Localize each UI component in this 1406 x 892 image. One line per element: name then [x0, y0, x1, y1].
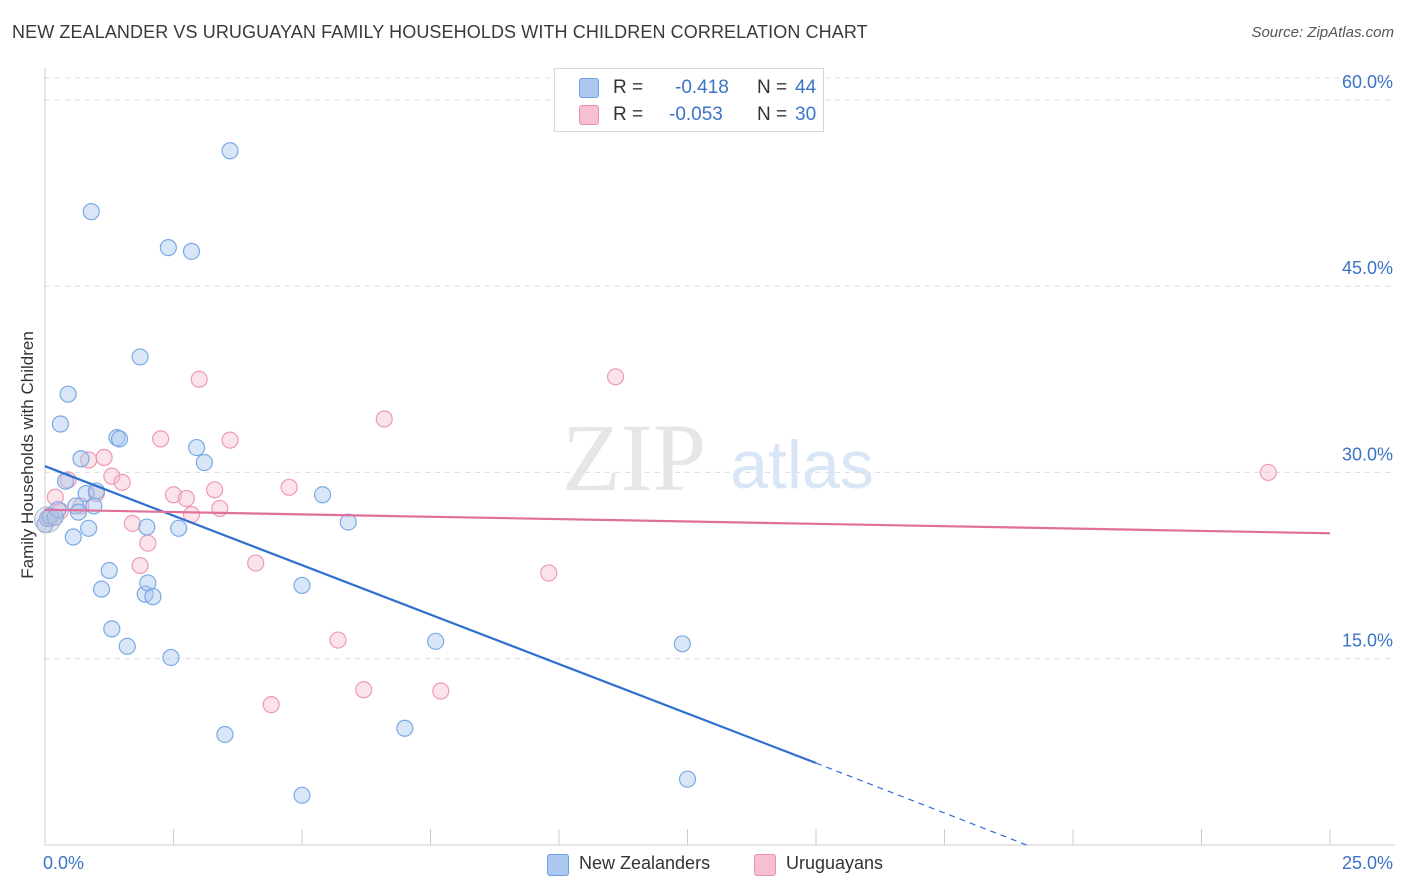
- new-zealander-point: [118, 637, 136, 655]
- n-value: 44: [795, 77, 817, 98]
- new-zealander-point: [69, 503, 88, 521]
- new-zealander-point: [64, 528, 82, 546]
- r-value: -0.418: [675, 77, 729, 98]
- new-zealander-point: [427, 632, 445, 650]
- new-zealander-point: [678, 770, 697, 788]
- source-label: Source: ZipAtlas.com: [1251, 24, 1394, 41]
- uruguayan-point: [355, 681, 373, 699]
- legend-label: Uruguayans: [786, 853, 884, 873]
- grid-lines: [45, 77, 1395, 660]
- new-zealander-point: [59, 385, 77, 403]
- new-zealander-point: [396, 719, 414, 737]
- new-zealander-point: [92, 580, 111, 598]
- new-zealander-point: [138, 518, 156, 536]
- uruguayan-point: [221, 431, 239, 449]
- tick-labels: 15.0% 30.0% 45.0% 60.0% 0.0% 25.0%: [43, 72, 1393, 873]
- r-label: R =: [613, 77, 644, 98]
- new-zealander-point: [170, 519, 188, 537]
- y-tick-label: 15.0%: [1342, 631, 1393, 651]
- uruguayan-point: [113, 473, 131, 491]
- stats-legend: R = -0.418 N = 44 R = -0.053 N = 30: [554, 68, 824, 132]
- uruguayan-point: [375, 410, 393, 428]
- r-value: -0.053: [669, 104, 723, 125]
- new-zealander-point: [82, 203, 100, 221]
- uruguayan-point: [247, 554, 265, 572]
- uruguayan-point: [139, 534, 157, 552]
- axes: [44, 68, 1395, 846]
- y-tick-label: 45.0%: [1342, 258, 1393, 278]
- data-points: [34, 142, 1277, 804]
- chart-title: NEW ZEALANDER VS URUGUAYAN FAMILY HOUSEH…: [12, 22, 868, 42]
- watermark-zip: ZIP: [562, 404, 706, 511]
- new-zealander-point: [673, 635, 691, 653]
- new-zealander-point: [216, 725, 234, 744]
- uruguayan-point: [152, 430, 170, 448]
- y-axis-label: Family Households with Children: [18, 331, 37, 579]
- uruguayan-point: [262, 696, 280, 714]
- y-tick-label: 30.0%: [1342, 444, 1393, 464]
- uruguayan-point: [606, 368, 625, 386]
- new-zealander-point: [182, 242, 201, 260]
- new-zealander-point: [195, 453, 213, 472]
- new-zealander-point: [159, 239, 177, 257]
- new-zealanders-trend-extension: [815, 762, 1027, 846]
- uruguayan-point: [206, 481, 224, 499]
- new-zealander-point: [131, 348, 149, 366]
- watermark-atlas: atlas: [730, 427, 874, 503]
- x-tick-label-min: 0.0%: [43, 853, 84, 873]
- uruguayan-point: [103, 467, 121, 485]
- n-value: 30: [795, 104, 817, 125]
- uruguayan-point: [164, 486, 183, 504]
- uruguayan-point: [329, 631, 347, 649]
- uruguayan-point: [280, 478, 298, 496]
- new-zealander-point: [77, 484, 95, 503]
- uruguayan-point: [123, 514, 141, 532]
- n-label: N =: [757, 104, 788, 125]
- new-zealander-point: [293, 786, 311, 804]
- new-zealanders-swatch: [547, 854, 569, 876]
- new-zealander-point: [72, 450, 90, 468]
- uruguayans-swatch: [579, 105, 599, 125]
- uruguayans-swatch: [754, 854, 776, 876]
- new-zealander-point: [100, 561, 118, 580]
- legend-label: New Zealanders: [579, 853, 711, 873]
- new-zealander-point: [293, 576, 311, 595]
- new-zealander-point: [162, 648, 180, 667]
- new-zealander-point: [80, 519, 98, 537]
- new-zealander-point: [188, 438, 206, 457]
- uruguayan-point: [540, 564, 558, 582]
- new-zealander-point: [221, 142, 239, 160]
- y-tick-label: 60.0%: [1342, 72, 1393, 92]
- new-zealanders-trend-line: [44, 465, 817, 765]
- uruguayan-point: [190, 370, 208, 388]
- n-label: N =: [757, 77, 788, 98]
- new-zealander-point: [51, 415, 70, 433]
- x-tick-label-max: 25.0%: [1342, 853, 1393, 873]
- new-zealander-point: [103, 620, 121, 638]
- uruguayans-trend-line: [44, 508, 1331, 535]
- new-zealander-point: [339, 513, 357, 531]
- new-zealander-point: [144, 588, 162, 606]
- new-zealander-point: [110, 430, 129, 448]
- uruguayan-point: [95, 448, 113, 467]
- r-label: R =: [613, 104, 644, 125]
- uruguayan-point: [1259, 463, 1277, 482]
- new-zealanders-swatch: [579, 78, 599, 98]
- uruguayan-point: [177, 489, 195, 508]
- watermark: ZIP atlas: [562, 404, 874, 511]
- uruguayan-point: [131, 556, 149, 575]
- trend-lines: [44, 465, 1331, 846]
- new-zealander-point: [313, 486, 332, 504]
- uruguayan-point: [432, 682, 450, 700]
- overlap-point: [34, 506, 62, 534]
